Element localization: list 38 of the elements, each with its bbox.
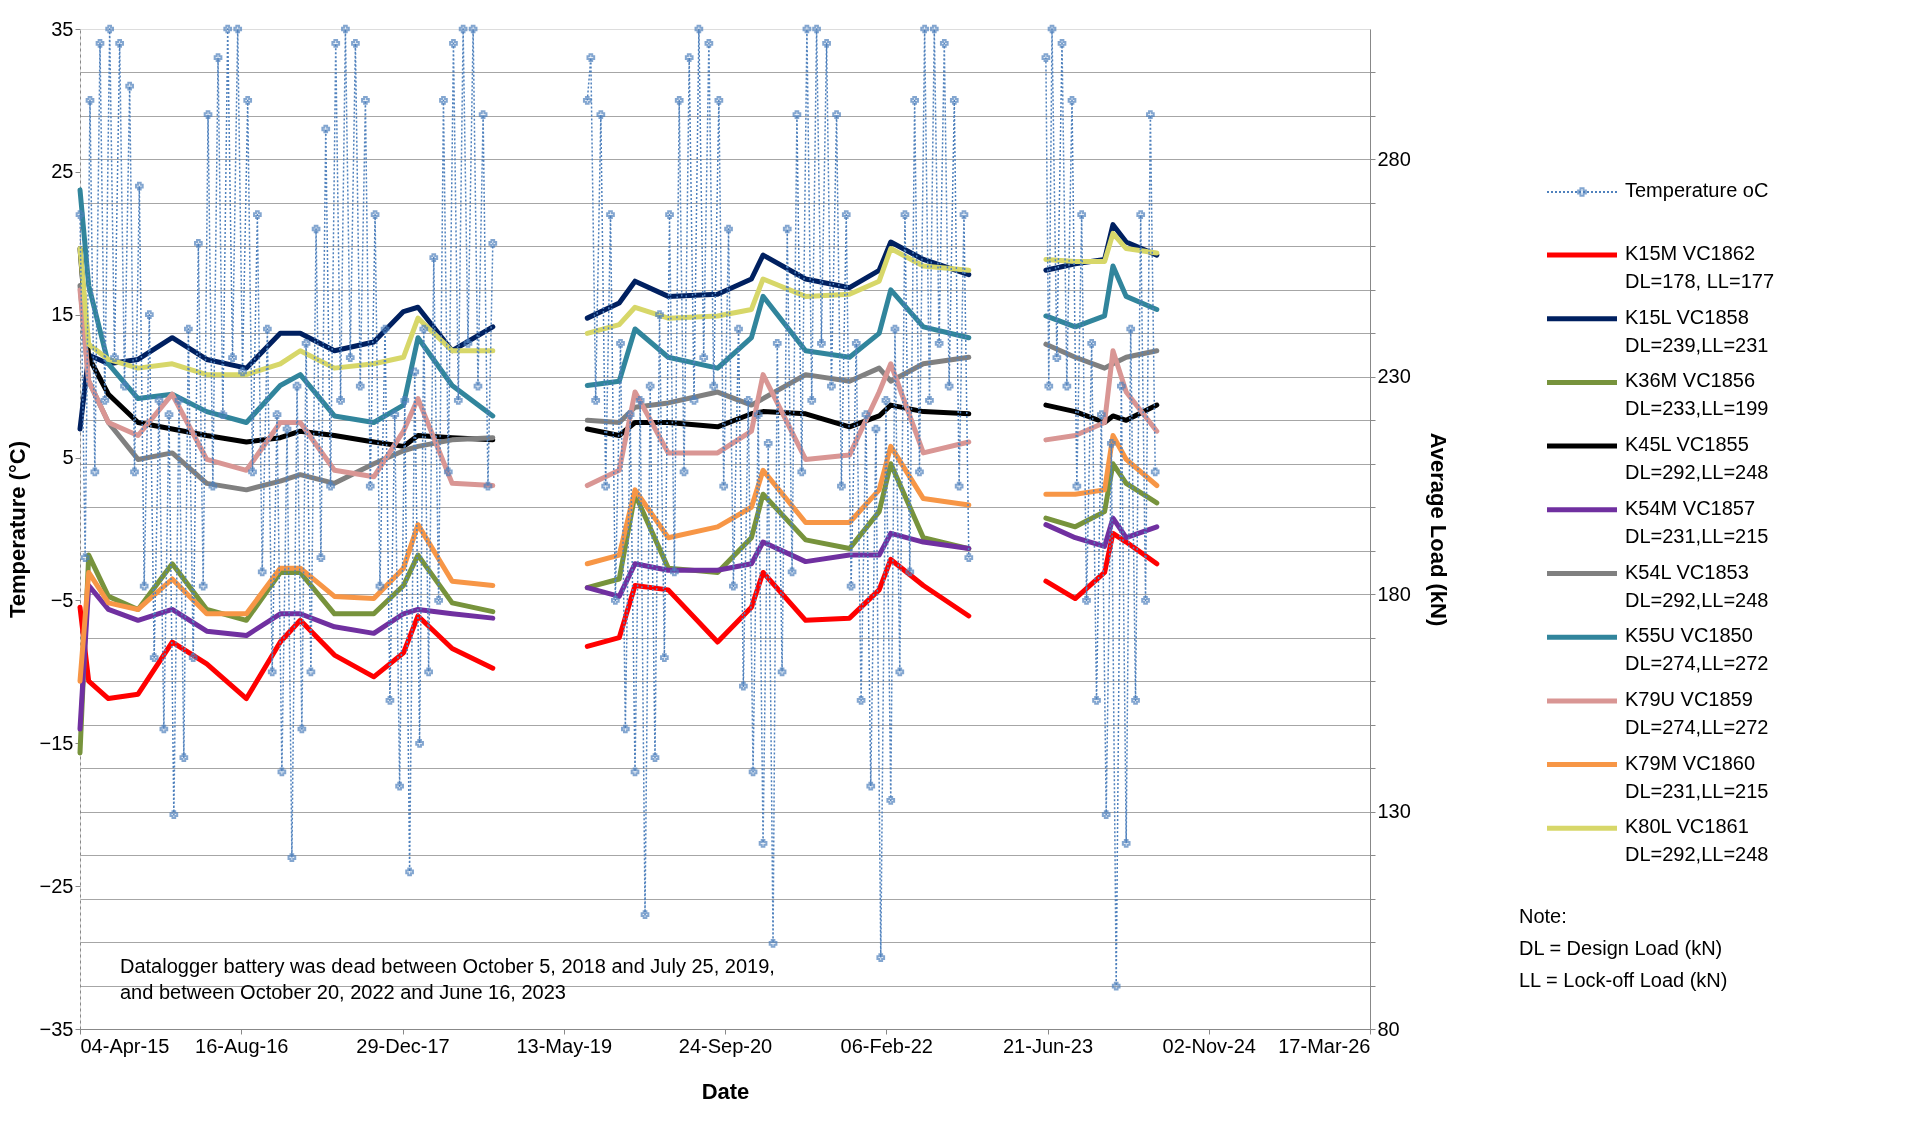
annotation: Datalogger battery was dead between October 5, 2018 and July 25, 2019, and between October 20, 2022 and June 16, 2023 (120, 955, 775, 1003)
legend-label: K79M VC1860 DL=231,LL=215 (1625, 751, 1769, 802)
x-tick-label: 29-Dec-17 (356, 1034, 450, 1057)
y2-tick-label: 180 (1377, 582, 1411, 605)
y2-tick-label: 80 (1377, 1017, 1400, 1040)
x-tick-label: 02-Nov-24 (1162, 1034, 1256, 1057)
y-tick-label: −15 (39, 731, 74, 754)
legend-label: Temperature oC (1625, 179, 1769, 201)
y-tick-label: 15 (51, 303, 74, 326)
y-axis-title: Temperature (°C) (4, 440, 30, 619)
y2-tick-label: 130 (1377, 800, 1411, 823)
x-tick-label: 17-Mar-26 (1278, 1034, 1371, 1057)
text: Note: DL = Design Load (kN) LL = Lock-off Load (kN) (1519, 905, 1728, 991)
y-tick-label: −35 (39, 1017, 74, 1040)
y-tick-label: −25 (39, 874, 74, 897)
y2-tick-label: 280 (1377, 147, 1411, 170)
x-tick-label: 16-Aug-16 (195, 1034, 289, 1057)
y2-tick-label: 230 (1377, 365, 1411, 388)
legend-label: K15M VC1862 DL=178, LL=177 (1625, 242, 1775, 292)
x-axis-title: Date (701, 1078, 750, 1104)
legend-label: K54M VC1857 DL=231,LL=215 (1625, 496, 1769, 547)
y-tick-label: 35 (51, 17, 74, 40)
x-tick-label: 13-May-19 (516, 1034, 613, 1057)
x-tick-label: 24-Sep-20 (678, 1034, 773, 1057)
legend-label: K55U VC1850 DL=274,LL=272 (1625, 624, 1769, 675)
legend-label: K15L VC1858 DL=239,LL=231 (1625, 305, 1769, 356)
y-tick-label: −5 (50, 588, 74, 611)
legend-label: K54L VC1853 DL=292,LL=248 (1625, 560, 1769, 611)
x-tick-label: 04-Apr-15 (80, 1034, 170, 1057)
legend-label: K79U VC1859 DL=274,LL=272 (1625, 687, 1769, 738)
y-tick-label: 25 (51, 160, 74, 183)
x-tick-label: 06-Feb-22 (840, 1034, 933, 1057)
x-tick-label: 21-Jun-23 (1002, 1034, 1094, 1057)
y2-axis-title: Average Load (kN) (1425, 432, 1451, 627)
legend-label: K36M VC1856 DL=233,LL=199 (1625, 369, 1769, 420)
y-tick-label: 5 (62, 446, 74, 469)
legend-label: K45L VC1855 DL=292,LL=248 (1625, 433, 1769, 484)
legend-label: K80L VC1861 DL=292,LL=248 (1625, 815, 1769, 866)
